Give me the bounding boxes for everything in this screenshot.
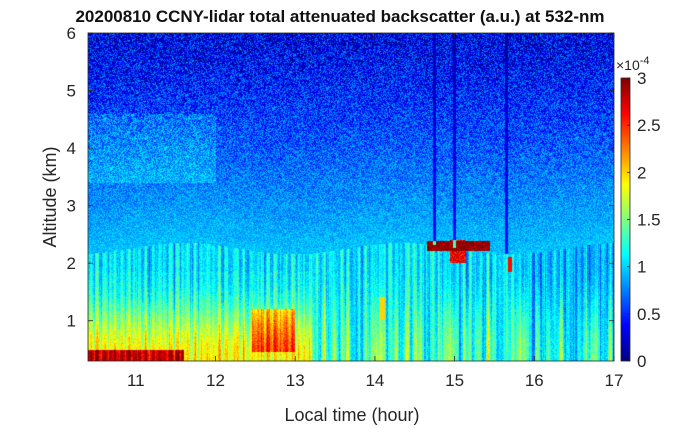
y-axis-label: Altitude (km)	[40, 146, 60, 247]
backscatter-heatmap	[88, 33, 614, 361]
colorbar-multiplier: ×10-4	[616, 55, 650, 73]
plot-frame	[87, 32, 615, 362]
y-tick-label: 1	[67, 312, 76, 331]
x-tick-label: 12	[206, 371, 225, 390]
y-tick-label: 2	[67, 254, 76, 273]
x-tick-label: 15	[445, 371, 464, 390]
x-tick-label: 14	[365, 371, 384, 390]
colorbar-tick-label: 2.5	[637, 116, 661, 135]
y-tick-label: 5	[67, 82, 76, 101]
colorbar-tick-label: 2	[637, 163, 646, 182]
colorbar-tick-label: 0.5	[637, 305, 661, 324]
x-tick-label: 11	[127, 371, 145, 390]
y-tick-label: 3	[67, 197, 76, 216]
y-tick-label: 4	[67, 139, 76, 158]
x-tick-label: 17	[605, 371, 624, 390]
chart-title: 20200810 CCNY-lidar total attenuated bac…	[75, 7, 604, 26]
colorbar-tick-label: 1.5	[637, 211, 661, 230]
colorbar-tick-label: 1	[637, 258, 646, 277]
y-axis: 1 2 3 4 5 6	[67, 24, 614, 331]
colorbar-tick-label: 0	[637, 352, 646, 371]
x-axis-label: Local time (hour)	[284, 405, 419, 425]
x-tick-label: 13	[286, 371, 305, 390]
colorbar-gradient	[621, 78, 630, 361]
x-tick-label: 16	[525, 371, 544, 390]
colorbar-tick-label: 3	[637, 69, 646, 88]
y-tick-label: 6	[67, 24, 76, 43]
x-axis: 11 12 13 14 15 16 17	[127, 33, 623, 390]
colorbar-axis: 0 0.5 1 1.5 2 2.5 3	[627, 69, 661, 371]
